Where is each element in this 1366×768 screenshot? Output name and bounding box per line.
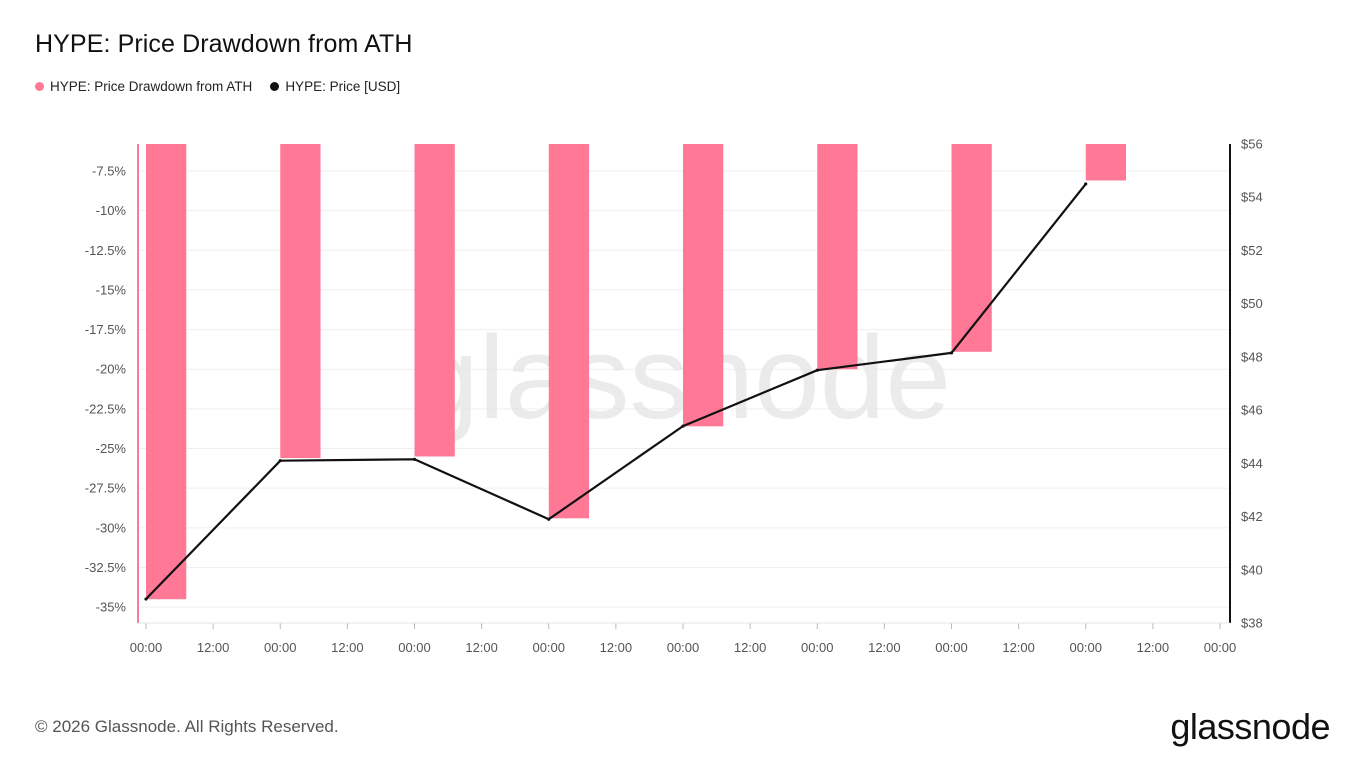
y-right-tick-label: $40 xyxy=(1241,562,1263,577)
watermark-text: glassnode xyxy=(413,312,951,444)
x-tick-label: 12:00 xyxy=(197,640,230,655)
drawdown-bar xyxy=(146,144,187,600)
y-left-tick-label: -15% xyxy=(96,282,127,297)
chart-plot: glassnode -7.5%-10%-12.5%-15%-17.5%-20%-… xyxy=(85,137,1263,656)
chart-legend: HYPE: Price Drawdown from ATH HYPE: Pric… xyxy=(35,79,400,94)
x-tick-label: 00:00 xyxy=(532,640,565,655)
x-tick-label: 00:00 xyxy=(801,640,834,655)
x-tick-label: 12:00 xyxy=(331,640,364,655)
x-tick-label: 00:00 xyxy=(398,640,431,655)
legend-dot-drawdown xyxy=(35,82,44,91)
y-left-tick-label: -7.5% xyxy=(92,163,126,178)
y-right-tick-label: $48 xyxy=(1241,349,1263,364)
legend-label-drawdown: HYPE: Price Drawdown from ATH xyxy=(50,79,253,94)
y-right-tick-label: $38 xyxy=(1241,616,1263,631)
x-tick-label: 00:00 xyxy=(1204,640,1237,655)
y-right-tick-label: $52 xyxy=(1241,243,1263,258)
x-tick-label: 12:00 xyxy=(734,640,767,655)
drawdown-bar xyxy=(1085,144,1127,181)
x-tick-label: 12:00 xyxy=(465,640,498,655)
bar-series xyxy=(146,144,1127,600)
y-left-tick-label: -22.5% xyxy=(85,401,127,416)
legend-item-price[interactable]: HYPE: Price [USD] xyxy=(270,79,400,94)
y-right-tick-label: $54 xyxy=(1241,190,1263,205)
legend-dot-price xyxy=(270,82,280,91)
price-point xyxy=(815,368,819,372)
x-tick-label: 00:00 xyxy=(667,640,700,655)
y-right-tick-label: $50 xyxy=(1241,296,1263,311)
y-left-tick-label: -10% xyxy=(96,203,127,218)
y-left-tick-label: -20% xyxy=(96,362,127,377)
chart-title: HYPE: Price Drawdown from ATH xyxy=(35,30,413,58)
drawdown-bar xyxy=(280,144,321,459)
y-left-tick-label: -25% xyxy=(96,441,127,456)
drawdown-bar xyxy=(414,144,455,457)
x-tick-label: 12:00 xyxy=(868,640,901,655)
price-point xyxy=(1084,182,1088,186)
price-point xyxy=(681,424,685,428)
price-point xyxy=(412,457,417,461)
legend-label-price: HYPE: Price [USD] xyxy=(285,79,401,94)
line-series xyxy=(144,182,1088,601)
x-tick-label: 00:00 xyxy=(935,640,968,655)
axes: -7.5% -10% -12.5% -15% -17.5% -20% -22.5% -25% -… xyxy=(85,137,1263,656)
y-left-tick-label: -30% xyxy=(96,520,127,535)
x-tick-label: 00:00 xyxy=(264,640,297,655)
y-right-tick-label: $42 xyxy=(1241,509,1263,524)
x-tick-label: 00:00 xyxy=(130,640,163,655)
price-point xyxy=(949,351,954,355)
price-point xyxy=(278,459,282,463)
legend-item-drawdown[interactable]: HYPE: Price Drawdown from ATH xyxy=(35,79,252,94)
y-left-tick-label: -17.5% xyxy=(85,322,127,337)
y-left-tick-label: -12.5% xyxy=(85,243,127,258)
price-point xyxy=(547,517,551,521)
x-tick-label: 12:00 xyxy=(1002,640,1035,655)
price-line xyxy=(145,183,1087,600)
y-left-tick-label: -35% xyxy=(96,600,127,615)
drawdown-bar xyxy=(683,144,724,427)
price-point xyxy=(144,597,148,601)
x-tick-label: 12:00 xyxy=(1137,640,1170,655)
copyright-text: © 2026 Glassnode. All Rights Reserved. xyxy=(35,717,339,736)
y-left-tick-label: -27.5% xyxy=(85,481,127,496)
x-tick-label: 12:00 xyxy=(600,640,633,655)
y-left-tick-label: -32.5% xyxy=(85,560,127,575)
drawdown-bar xyxy=(951,144,992,352)
y-right-tick-label: $56 xyxy=(1241,137,1263,152)
drawdown-bar xyxy=(548,144,590,519)
x-tick-label: 00:00 xyxy=(1069,640,1102,655)
y-right-tick-label: $44 xyxy=(1241,456,1263,471)
y-right-tick-label: $46 xyxy=(1241,403,1263,418)
glassnode-logo: glassnode xyxy=(1170,706,1330,747)
drawdown-bar xyxy=(817,144,858,370)
